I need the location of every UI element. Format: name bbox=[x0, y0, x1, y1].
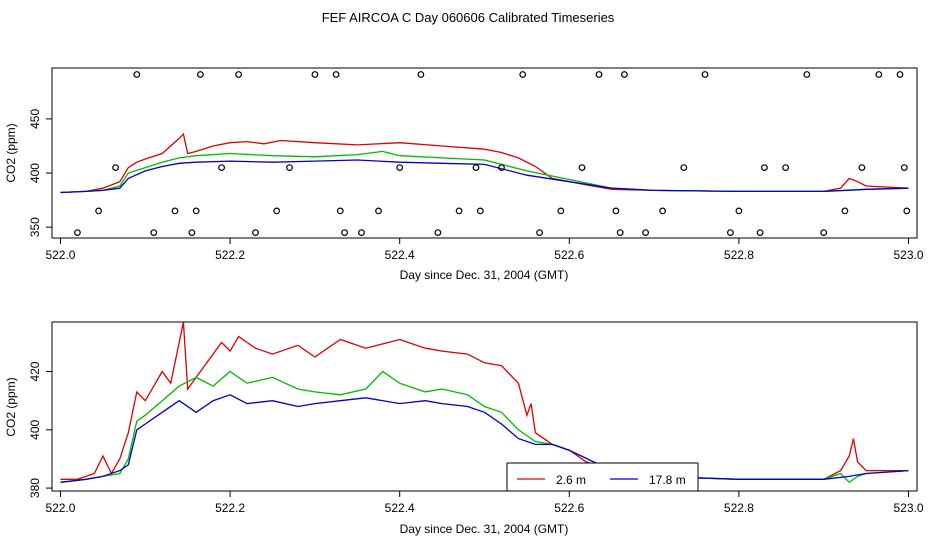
top-flag-point bbox=[476, 207, 484, 215]
top-x-tick-label: 522.8 bbox=[724, 248, 754, 262]
bottom-x-tick-label: 522.6 bbox=[554, 501, 584, 515]
bottom-y-tick-label: 420 bbox=[28, 361, 42, 381]
bottom-series-2.6m bbox=[60, 321, 909, 480]
top-flag-point bbox=[273, 207, 281, 215]
top-flag-point bbox=[875, 71, 883, 78]
legend-label-2.6m: 2.6 m bbox=[556, 473, 586, 487]
top-y-tick-label: 400 bbox=[28, 163, 42, 183]
top-x-tick-label: 522.2 bbox=[215, 248, 245, 262]
top-series-blue bbox=[60, 159, 909, 194]
top-flag-point bbox=[375, 207, 382, 215]
top-series-layer bbox=[60, 132, 909, 194]
top-x-tick-label: 522.0 bbox=[45, 248, 75, 262]
top-series-green bbox=[60, 150, 909, 194]
top-flag-point bbox=[95, 207, 102, 215]
top-flag-point bbox=[612, 207, 620, 215]
top-flag-point bbox=[578, 164, 586, 172]
top-flag-point bbox=[701, 71, 709, 78]
bottom-x-tick-label: 522.2 bbox=[215, 501, 245, 515]
top-flag-point bbox=[498, 164, 505, 172]
top-flag-point bbox=[112, 164, 119, 172]
top-y-axis-label: CO2 (ppm) bbox=[4, 123, 18, 182]
top-plot-frame bbox=[51, 67, 918, 239]
top-flag-point bbox=[756, 229, 764, 237]
top-flag-point bbox=[642, 229, 649, 237]
bottom-x-tick-label: 522.0 bbox=[45, 501, 75, 515]
bottom-x-tick-label: 522.4 bbox=[385, 501, 415, 515]
top-flag-point bbox=[286, 164, 293, 172]
top-flag-point bbox=[472, 164, 480, 172]
top-flag-point bbox=[803, 71, 811, 78]
top-flag-point bbox=[900, 164, 908, 172]
top-flag-point bbox=[73, 229, 81, 237]
top-flag-point bbox=[196, 71, 204, 78]
bottom-x-axis-label: Day since Dec. 31, 2004 (GMT) bbox=[400, 522, 569, 536]
bottom-panel: 522.0 522.2 522.4 522.6 522.8 523.0 380 400 420… bbox=[4, 321, 924, 536]
top-flag-point bbox=[434, 229, 442, 237]
top-flag-point bbox=[841, 207, 849, 215]
bottom-y-tick-label: 380 bbox=[28, 478, 42, 498]
top-flag-point bbox=[396, 164, 404, 172]
bottom-x-tick-label: 523.0 bbox=[894, 501, 924, 515]
top-flag-point bbox=[536, 229, 543, 237]
top-x-tick-label: 522.4 bbox=[385, 248, 415, 262]
top-flag-point bbox=[311, 71, 319, 78]
top-y-axis: 350 400 450 bbox=[28, 109, 52, 237]
top-x-tick-label: 523.0 bbox=[894, 248, 924, 262]
top-flag-point bbox=[896, 71, 904, 78]
top-x-axis-label: Day since Dec. 31, 2004 (GMT) bbox=[400, 268, 569, 282]
top-y-tick-label: 450 bbox=[28, 109, 42, 129]
top-flag-point bbox=[417, 71, 425, 78]
bottom-x-tick-label: 522.8 bbox=[724, 501, 754, 515]
top-flag-point bbox=[133, 71, 141, 78]
top-flag-point bbox=[761, 164, 768, 172]
legend: 2.6 m 17.8 m bbox=[506, 462, 699, 492]
top-flag-point bbox=[595, 71, 603, 78]
top-flag-point bbox=[171, 207, 179, 215]
top-x-tick-label: 522.6 bbox=[554, 248, 584, 262]
top-scatter-layer bbox=[73, 71, 911, 237]
top-panel: 522.0 522.2 522.4 522.6 522.8 523.0 350 400 450… bbox=[4, 67, 924, 282]
top-flag-point bbox=[735, 207, 743, 215]
bottom-series-layer bbox=[60, 321, 909, 484]
legend-label-17.8m: 17.8 m bbox=[649, 473, 686, 487]
bottom-series-17.8m bbox=[60, 394, 909, 483]
top-flag-point bbox=[820, 229, 828, 237]
bottom-y-tick-label: 400 bbox=[28, 419, 42, 439]
top-flag-point bbox=[858, 164, 866, 172]
top-flag-point bbox=[680, 164, 688, 172]
top-flag-point bbox=[332, 71, 340, 78]
legend-box bbox=[506, 462, 699, 492]
top-flag-point bbox=[519, 71, 527, 78]
top-flag-point bbox=[235, 71, 243, 78]
bottom-x-axis: 522.0 522.2 522.4 522.6 522.8 523.0 bbox=[45, 491, 924, 515]
top-flag-point bbox=[252, 229, 259, 237]
bottom-y-axis: 380 400 420 bbox=[28, 361, 52, 498]
top-flag-point bbox=[621, 71, 628, 78]
top-flag-point bbox=[616, 229, 624, 237]
top-flag-point bbox=[188, 229, 196, 237]
top-flag-point bbox=[659, 207, 666, 215]
bottom-plot-frame bbox=[51, 321, 918, 492]
top-flag-point bbox=[358, 229, 365, 237]
top-flag-point bbox=[336, 207, 344, 215]
top-flag-point bbox=[903, 207, 911, 215]
page-title: FEF AIRCOA C Day 060606 Calibrated Times… bbox=[322, 10, 615, 25]
top-x-axis: 522.0 522.2 522.4 522.6 522.8 523.0 bbox=[45, 238, 924, 262]
top-y-tick-label: 350 bbox=[28, 217, 42, 237]
top-flag-point bbox=[192, 207, 200, 215]
top-flag-point bbox=[150, 229, 158, 237]
top-flag-point bbox=[341, 229, 349, 237]
top-flag-point bbox=[455, 207, 463, 215]
top-flag-point bbox=[727, 229, 734, 237]
bottom-y-axis-label: CO2 (ppm) bbox=[4, 377, 18, 436]
top-flag-point bbox=[218, 164, 226, 172]
top-flag-point bbox=[782, 164, 789, 172]
top-flag-point bbox=[557, 207, 565, 215]
